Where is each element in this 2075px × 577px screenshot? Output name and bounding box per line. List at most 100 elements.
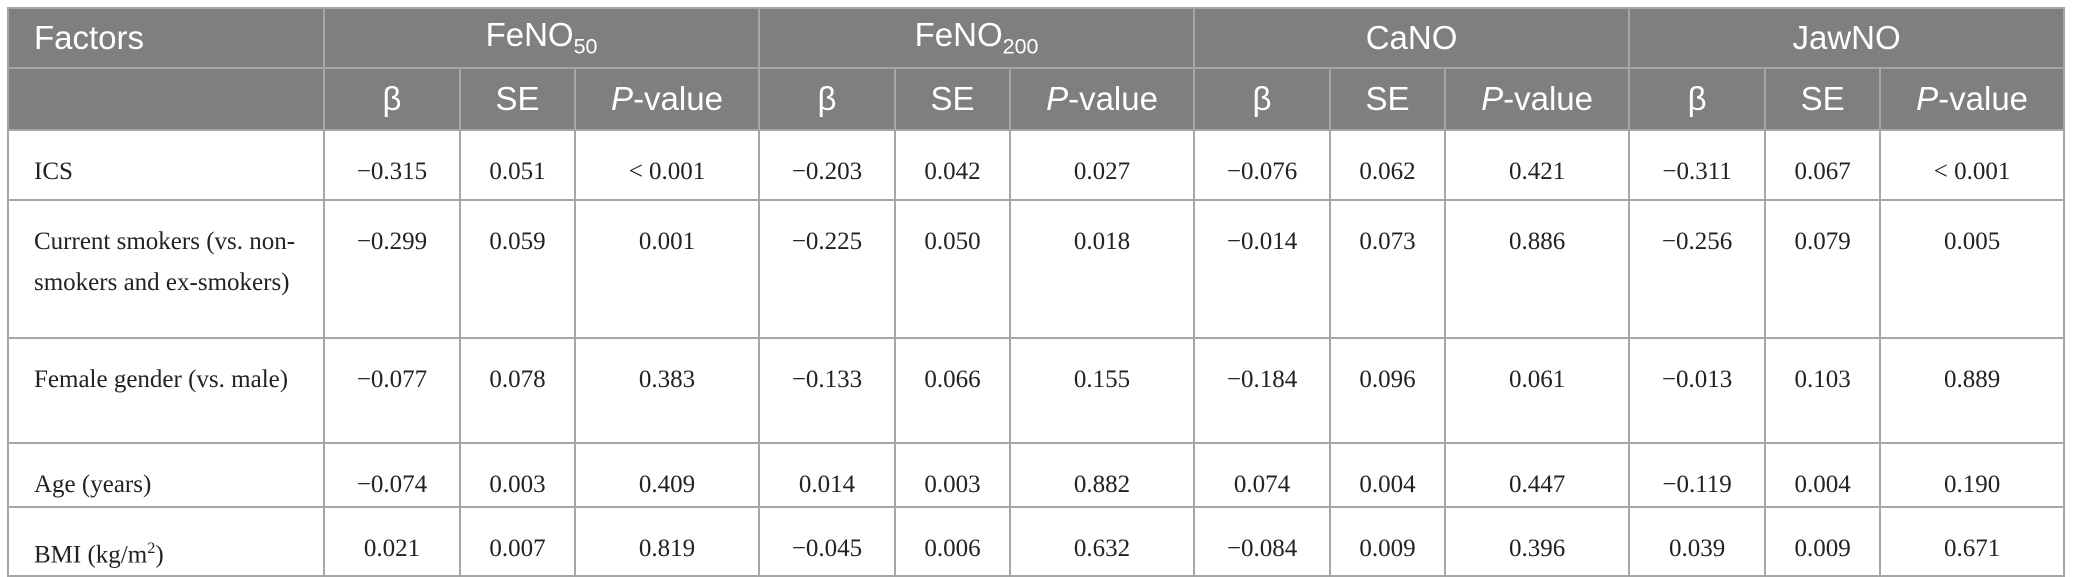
group-header: CaNO xyxy=(1193,7,1631,69)
text-part: ICS xyxy=(34,158,73,185)
value-cell: 0.042 xyxy=(894,129,1012,201)
text-part: Age (years) xyxy=(34,471,152,498)
value-cell: −0.045 xyxy=(758,505,897,577)
column-header: SE xyxy=(1764,67,1882,131)
value-cell: −0.013 xyxy=(1628,337,1767,444)
text-part: -value xyxy=(1068,80,1158,117)
group-header: JawNO xyxy=(1628,7,2066,69)
column-header: SE xyxy=(894,67,1012,131)
text-part: -value xyxy=(633,80,723,117)
data-row: BMI (kg/m2) 0.021 0.007 0.819 −0.045 0.006 0.6… xyxy=(7,505,2066,577)
value-cell: 0.001 xyxy=(573,199,761,339)
table-container: Factors FeNO50 FeNO200 CaNO JawNO β SE P-value β… xyxy=(7,7,2066,577)
value-cell: 0.882 xyxy=(1009,442,1196,508)
value-cell: −0.074 xyxy=(323,442,461,508)
value-cell: −0.315 xyxy=(323,129,461,201)
data-row: Age (years) −0.074 0.003 0.409 0.014 0.003 0.8… xyxy=(7,442,2066,508)
value-cell: −0.076 xyxy=(1193,129,1332,201)
value-cell: 0.004 xyxy=(1764,442,1882,508)
value-cell: < 0.001 xyxy=(1879,129,2066,201)
text-part: FeNO xyxy=(485,16,574,54)
value-cell: 0.003 xyxy=(894,442,1012,508)
value-cell: 0.021 xyxy=(323,505,461,577)
column-header: β xyxy=(758,67,897,131)
factor-cell: Female gender (vs. male) xyxy=(7,337,325,444)
value-cell: 0.039 xyxy=(1628,505,1767,577)
value-cell: −0.299 xyxy=(323,199,461,339)
group-header: FeNO50 xyxy=(322,7,761,69)
column-header: P-value xyxy=(1009,67,1196,131)
column-header: SE xyxy=(459,67,576,131)
value-cell: 0.889 xyxy=(1879,337,2066,444)
value-cell: 0.155 xyxy=(1009,337,1196,444)
value-cell: 0.018 xyxy=(1009,199,1196,339)
table-body: ICS −0.315 0.051 < 0.001 −0.203 0.042 0.027 −0.… xyxy=(7,129,2066,577)
value-cell: 0.027 xyxy=(1009,129,1196,201)
value-cell: 0.103 xyxy=(1764,337,1882,444)
text-part: FeNO xyxy=(914,16,1003,54)
column-header: β xyxy=(1193,67,1332,131)
column-header: P-value xyxy=(1444,67,1631,131)
value-cell: 0.096 xyxy=(1329,337,1447,444)
value-cell: 0.051 xyxy=(459,129,576,201)
value-cell: 0.050 xyxy=(894,199,1012,339)
value-cell: 0.062 xyxy=(1329,129,1447,201)
data-row: Current smokers (vs. non-smokers and ex-… xyxy=(7,199,2066,339)
value-cell: −0.184 xyxy=(1193,337,1332,444)
text-part: 200 xyxy=(1002,34,1039,59)
column-header: SE xyxy=(1329,67,1447,131)
column-header: β xyxy=(323,67,461,131)
value-cell: 0.059 xyxy=(459,199,576,339)
value-cell: 0.078 xyxy=(459,337,576,444)
column-header: P-value xyxy=(1879,67,2066,131)
value-cell: 0.066 xyxy=(894,337,1012,444)
text-part: JawNO xyxy=(1792,19,1901,56)
value-cell: 0.383 xyxy=(573,337,761,444)
factor-cell: Age (years) xyxy=(7,442,325,508)
text-part: -value xyxy=(1503,80,1594,117)
value-cell: 0.009 xyxy=(1764,505,1882,577)
text-part: -value xyxy=(1938,80,2029,117)
value-cell: < 0.001 xyxy=(573,129,761,201)
value-cell: −0.256 xyxy=(1628,199,1767,339)
text-part: P xyxy=(611,80,634,117)
value-cell: 0.009 xyxy=(1329,505,1447,577)
factor-cell: ICS xyxy=(7,129,325,201)
text-part: 50 xyxy=(573,34,598,59)
column-header: P-value xyxy=(573,67,761,131)
text-part: P xyxy=(1481,80,1504,117)
text-part: CaNO xyxy=(1365,19,1458,56)
text-part: ) xyxy=(155,541,164,569)
value-cell: 0.005 xyxy=(1879,199,2066,339)
value-cell: 0.074 xyxy=(1193,442,1332,508)
value-cell: 0.004 xyxy=(1329,442,1447,508)
value-cell: 0.061 xyxy=(1444,337,1631,444)
value-cell: −0.014 xyxy=(1193,199,1332,339)
value-cell: 0.079 xyxy=(1764,199,1882,339)
corner-header: Factors xyxy=(7,7,325,69)
value-cell: −0.119 xyxy=(1628,442,1767,508)
header-row: Factors FeNO50 FeNO200 CaNO JawNO xyxy=(7,7,2066,69)
value-cell: 0.886 xyxy=(1444,199,1631,339)
value-cell: −0.225 xyxy=(758,199,897,339)
value-cell: −0.203 xyxy=(758,129,897,201)
value-cell: 0.006 xyxy=(894,505,1012,577)
value-cell: 0.632 xyxy=(1009,505,1196,577)
value-cell: 0.003 xyxy=(459,442,576,508)
value-cell: 0.014 xyxy=(758,442,897,508)
results-table: Factors FeNO50 FeNO200 CaNO JawNO β SE P-value β… xyxy=(7,7,2066,577)
text-part: 2 xyxy=(147,539,156,557)
factor-cell: BMI (kg/m2) xyxy=(7,505,325,577)
value-cell: 0.671 xyxy=(1879,505,2066,577)
value-cell: 0.007 xyxy=(459,505,576,577)
factor-cell: Current smokers (vs. non-smokers and ex-… xyxy=(7,199,325,339)
data-row: ICS −0.315 0.051 < 0.001 −0.203 0.042 0.027 −0.… xyxy=(7,129,2066,201)
data-row: Female gender (vs. male) −0.077 0.078 0.383… xyxy=(7,337,2066,444)
value-cell: −0.077 xyxy=(323,337,461,444)
value-cell: 0.421 xyxy=(1444,129,1631,201)
subheader-row: β SE P-value β SE P-value β SE P-value β SE P-value xyxy=(7,67,2066,131)
group-header: FeNO200 xyxy=(758,7,1196,69)
value-cell: −0.133 xyxy=(758,337,897,444)
value-cell: 0.067 xyxy=(1764,129,1882,201)
